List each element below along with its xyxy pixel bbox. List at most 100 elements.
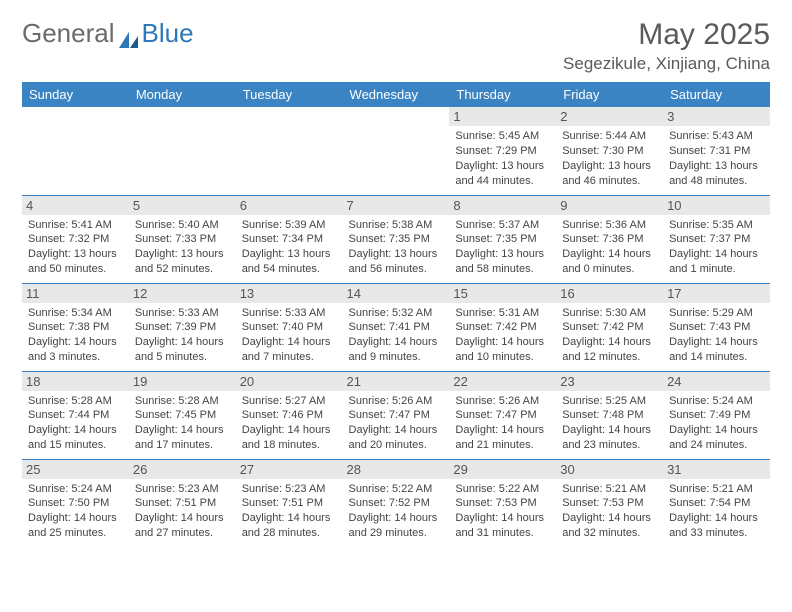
sunset-line: Sunset: 7:47 PM [349,408,444,423]
sunset-line: Sunset: 7:51 PM [242,496,337,511]
logo-text-2: Blue [142,18,194,49]
calendar-week-row: 1Sunrise: 5:45 AMSunset: 7:29 PMDaylight… [22,107,770,195]
calendar-day-cell: 13 Sunrise: 5:33 AMSunset: 7:40 PMDayligh… [236,283,343,371]
day-number: 5 [129,196,236,215]
daylight-line: Daylight: 14 hours and 29 minutes. [349,511,444,541]
day-info: Sunrise: 5:24 AMSunset: 7:49 PMDaylight:… [669,394,764,453]
month-title: May 2025 [563,18,770,52]
sunset-line: Sunset: 7:40 PM [242,320,337,335]
sunrise-line: Sunrise: 5:33 AM [242,306,337,321]
day-number: 2 [556,107,663,126]
logo-sail-icon [118,25,140,43]
day-number: 25 [22,460,129,479]
sunrise-line: Sunrise: 5:35 AM [669,218,764,233]
daylight-line: Daylight: 14 hours and 3 minutes. [28,335,123,365]
weekday-header: Tuesday [236,82,343,107]
calendar-day-cell: 23Sunrise: 5:25 AMSunset: 7:48 PMDayligh… [556,371,663,459]
logo: General Blue [22,18,194,49]
day-info: Sunrise: 5:21 AMSunset: 7:54 PMDaylight:… [669,482,764,541]
daylight-line: Daylight: 13 hours and 48 minutes. [669,159,764,189]
daylight-line: Daylight: 14 hours and 33 minutes. [669,511,764,541]
calendar-table: SundayMondayTuesdayWednesdayThursdayFrid… [22,82,770,547]
day-info: Sunrise: 5:28 AMSunset: 7:44 PMDaylight:… [28,394,123,453]
daylight-line: Daylight: 14 hours and 17 minutes. [135,423,230,453]
sunset-line: Sunset: 7:42 PM [455,320,550,335]
sunset-line: Sunset: 7:34 PM [242,232,337,247]
daylight-line: Daylight: 14 hours and 12 minutes. [562,335,657,365]
sunrise-line: Sunrise: 5:23 AM [135,482,230,497]
day-number: 13 [236,284,343,303]
day-info: Sunrise: 5:26 AMSunset: 7:47 PMDaylight:… [349,394,444,453]
sunrise-line: Sunrise: 5:44 AM [562,129,657,144]
day-info: Sunrise: 5:23 AMSunset: 7:51 PMDaylight:… [135,482,230,541]
sunrise-line: Sunrise: 5:26 AM [455,394,550,409]
day-info: Sunrise: 5:28 AMSunset: 7:45 PMDaylight:… [135,394,230,453]
sunset-line: Sunset: 7:52 PM [349,496,444,511]
calendar-week-row: 4Sunrise: 5:41 AMSunset: 7:32 PMDaylight… [22,195,770,283]
daylight-line: Daylight: 14 hours and 28 minutes. [242,511,337,541]
sunset-line: Sunset: 7:32 PM [28,232,123,247]
day-number: 19 [129,372,236,391]
day-number: 18 [22,372,129,391]
calendar-day-cell: 18 Sunrise: 5:28 AMSunset: 7:44 PMDayligh… [22,371,129,459]
day-info: Sunrise: 5:22 AMSunset: 7:53 PMDaylight:… [455,482,550,541]
calendar-day-cell: 21Sunrise: 5:26 AMSunset: 7:47 PMDayligh… [343,371,450,459]
daylight-line: Daylight: 13 hours and 46 minutes. [562,159,657,189]
day-info: Sunrise: 5:23 AMSunset: 7:51 PMDaylight:… [242,482,337,541]
sunrise-line: Sunrise: 5:30 AM [562,306,657,321]
weekday-header-row: SundayMondayTuesdayWednesdayThursdayFrid… [22,82,770,107]
sunrise-line: Sunrise: 5:27 AM [242,394,337,409]
day-number: 31 [663,460,770,479]
weekday-header: Wednesday [343,82,450,107]
sunset-line: Sunset: 7:54 PM [669,496,764,511]
calendar-day-cell: 17Sunrise: 5:29 AMSunset: 7:43 PMDayligh… [663,283,770,371]
calendar-day-cell: 31 Sunrise: 5:21 AMSunset: 7:54 PMDayligh… [663,459,770,547]
calendar-day-cell: 9Sunrise: 5:36 AMSunset: 7:36 PMDaylight… [556,195,663,283]
calendar-day-cell [129,107,236,195]
calendar-day-cell: 6Sunrise: 5:39 AMSunset: 7:34 PMDaylight… [236,195,343,283]
sunset-line: Sunset: 7:31 PM [669,144,764,159]
sunrise-line: Sunrise: 5:28 AM [135,394,230,409]
day-number: 29 [449,460,556,479]
day-number: 27 [236,460,343,479]
day-info: Sunrise: 5:32 AMSunset: 7:41 PMDaylight:… [349,306,444,365]
sunset-line: Sunset: 7:33 PM [135,232,230,247]
sunset-line: Sunset: 7:51 PM [135,496,230,511]
sunset-line: Sunset: 7:53 PM [455,496,550,511]
weekday-header: Friday [556,82,663,107]
calendar-day-cell: 2Sunrise: 5:44 AMSunset: 7:30 PMDaylight… [556,107,663,195]
sunset-line: Sunset: 7:36 PM [562,232,657,247]
sunset-line: Sunset: 7:37 PM [669,232,764,247]
sunrise-line: Sunrise: 5:24 AM [669,394,764,409]
header: General Blue May 2025 Segezikule, Xinjia… [22,18,770,74]
location: Segezikule, Xinjiang, China [563,54,770,74]
sunrise-line: Sunrise: 5:26 AM [349,394,444,409]
sunrise-line: Sunrise: 5:22 AM [455,482,550,497]
calendar-day-cell: 14Sunrise: 5:32 AMSunset: 7:41 PMDayligh… [343,283,450,371]
sunrise-line: Sunrise: 5:36 AM [562,218,657,233]
calendar-day-cell: 20 Sunrise: 5:27 AMSunset: 7:46 PMDayligh… [236,371,343,459]
daylight-line: Daylight: 14 hours and 1 minute. [669,247,764,277]
daylight-line: Daylight: 14 hours and 23 minutes. [562,423,657,453]
day-info: Sunrise: 5:43 AMSunset: 7:31 PMDaylight:… [669,129,764,188]
calendar-day-cell: 28Sunrise: 5:22 AMSunset: 7:52 PMDayligh… [343,459,450,547]
calendar-day-cell: 27 Sunrise: 5:23 AMSunset: 7:51 PMDayligh… [236,459,343,547]
sunset-line: Sunset: 7:42 PM [562,320,657,335]
sunset-line: Sunset: 7:49 PM [669,408,764,423]
sunset-line: Sunset: 7:29 PM [455,144,550,159]
daylight-line: Daylight: 14 hours and 14 minutes. [669,335,764,365]
day-info: Sunrise: 5:40 AMSunset: 7:33 PMDaylight:… [135,218,230,277]
calendar-week-row: 25 Sunrise: 5:24 AMSunset: 7:50 PMDayligh… [22,459,770,547]
day-number: 20 [236,372,343,391]
day-info: Sunrise: 5:24 AMSunset: 7:50 PMDaylight:… [28,482,123,541]
daylight-line: Daylight: 13 hours and 58 minutes. [455,247,550,277]
day-info: Sunrise: 5:33 AMSunset: 7:40 PMDaylight:… [242,306,337,365]
day-number: 6 [236,196,343,215]
day-info: Sunrise: 5:27 AMSunset: 7:46 PMDaylight:… [242,394,337,453]
daylight-line: Daylight: 14 hours and 27 minutes. [135,511,230,541]
day-number: 23 [556,372,663,391]
sunrise-line: Sunrise: 5:41 AM [28,218,123,233]
day-number: 17 [663,284,770,303]
sunset-line: Sunset: 7:46 PM [242,408,337,423]
calendar-week-row: 11Sunrise: 5:34 AMSunset: 7:38 PMDayligh… [22,283,770,371]
